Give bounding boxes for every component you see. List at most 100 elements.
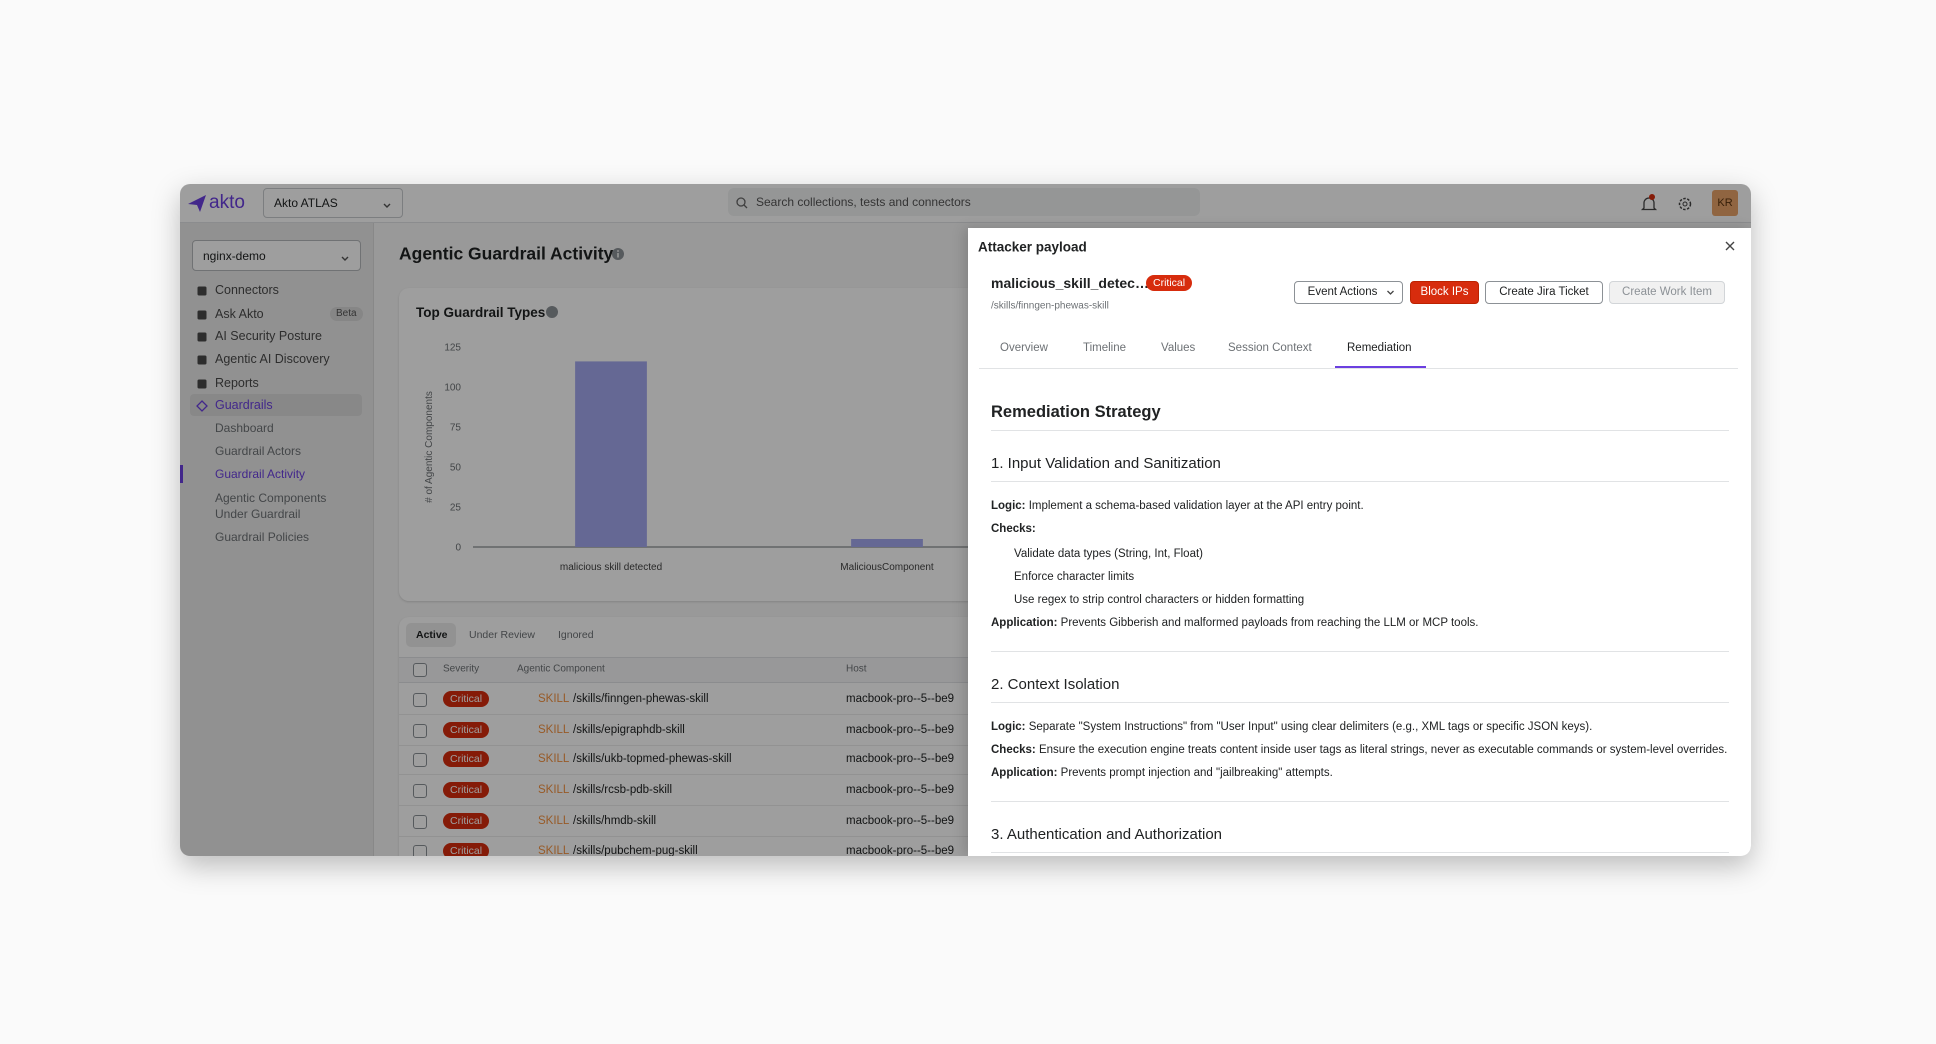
search-bar[interactable]: Search collections, tests and connectors	[728, 188, 1200, 216]
row-divider	[399, 745, 1039, 746]
tab-underline	[1335, 366, 1426, 368]
nav-icon-part	[197, 286, 207, 296]
subnav-item[interactable]: Guardrail Actors	[215, 444, 302, 458]
row-divider	[399, 774, 1039, 775]
table-tab[interactable]: Under Review	[469, 629, 535, 641]
remediation-item: Application: Prevents prompt injection a…	[991, 764, 1729, 782]
nav-icon-part	[197, 379, 207, 389]
host: macbook-pro--5--be9	[846, 815, 955, 827]
workspace-select[interactable]: Akto ATLAS	[263, 188, 403, 218]
subnav-item[interactable]: Guardrail Policies	[215, 530, 310, 544]
checkbox[interactable]	[413, 753, 427, 767]
app-window: akto Akto ATLAS Search collections, tests …	[180, 184, 1751, 856]
chevron-part	[383, 203, 391, 208]
item-text: Prevents Gibberish and malformed payload…	[1060, 617, 1479, 629]
nav-icon-part	[196, 400, 208, 412]
host: macbook-pro--5--be9	[846, 845, 955, 856]
host: macbook-pro--5--be9	[846, 693, 955, 705]
row-divider	[399, 714, 1039, 715]
subnav-item[interactable]: Dashboard	[215, 421, 274, 435]
remediation-item: Application: Prevents Gibberish and malf…	[991, 614, 1729, 632]
component-path[interactable]: /skills/finngen-phewas-skill	[573, 693, 709, 705]
logo-icon-part	[188, 195, 206, 212]
chart: Top Guardrail Types # of Agentic Componen…	[416, 305, 1025, 573]
logo-icon-part	[188, 195, 206, 212]
nav-icon	[196, 399, 208, 417]
host: macbook-pro--5--be9	[846, 753, 955, 765]
collection-select[interactable]: nginx-demo	[192, 240, 361, 271]
y-axis-label: # of Agentic Components	[424, 391, 435, 503]
component-path[interactable]: /skills/hmdb-skill	[573, 815, 657, 827]
nav-icon	[196, 308, 208, 326]
item-label: Checks:	[991, 523, 1036, 535]
table-tab[interactable]: Ignored	[558, 629, 594, 641]
nav-label: Guardrails	[215, 398, 273, 412]
drawer-title: Attacker payload	[978, 239, 1087, 255]
column-header: Severity	[443, 663, 480, 675]
drawer-tab[interactable]: Session Context	[1228, 342, 1312, 354]
host: macbook-pro--5--be9	[846, 784, 955, 796]
tab-divider	[979, 368, 1738, 369]
checkbox[interactable]	[413, 724, 427, 738]
notifications	[1640, 194, 1658, 219]
subnav-item[interactable]: Guardrail Activity	[215, 467, 306, 481]
subnav-item[interactable]: Agentic Components Under Guardrail	[215, 491, 327, 521]
info-icon	[546, 306, 558, 318]
component-path[interactable]: /skills/rcsb-pdb-skill	[573, 784, 673, 796]
component-path[interactable]: /skills/epigraphdb-skill	[573, 724, 685, 736]
drawer-tab[interactable]: Values	[1161, 342, 1196, 354]
chart-title: Top Guardrail Types	[416, 305, 545, 320]
y-tick-label: 75	[450, 423, 462, 434]
drawer-tab[interactable]: Timeline	[1083, 342, 1127, 354]
close-button[interactable]	[1724, 239, 1736, 257]
drawer: Attacker payload malicious_skill_detec… Cr…	[968, 228, 1751, 856]
item-text: Separate "System Instructions" from "Use…	[1028, 721, 1593, 733]
component-type: SKILL	[538, 693, 570, 705]
nav-item[interactable]: Guardrails	[190, 394, 362, 416]
item-label: Logic:	[991, 500, 1026, 512]
nav-item[interactable]: Reports	[190, 372, 362, 394]
component-path[interactable]: /skills/pubchem-pug-skill	[573, 845, 698, 856]
checkbox[interactable]	[413, 663, 427, 677]
action-button[interactable]: Block IPs	[1410, 281, 1479, 304]
collection-label: nginx-demo	[203, 249, 266, 263]
action-button[interactable]: Create Jira Ticket	[1485, 281, 1603, 304]
settings-part	[1682, 201, 1688, 207]
severity-badge: Critical	[443, 691, 490, 707]
avatar[interactable]: KR	[1712, 190, 1738, 216]
checkbox[interactable]	[413, 845, 427, 856]
button-label: Create Jira Ticket	[1499, 286, 1589, 298]
search-placeholder: Search collections, tests and connectors	[756, 195, 971, 209]
checkbox[interactable]	[413, 784, 427, 798]
drawer-tab[interactable]: Remediation	[1347, 342, 1412, 354]
nav-item[interactable]: AI Security Posture	[190, 325, 362, 347]
nav-label: Agentic AI Discovery	[215, 352, 330, 366]
nav-item[interactable]: Ask Akto Beta	[190, 303, 363, 326]
x-tick-label: MaliciousComponent	[840, 562, 934, 573]
action-button: Create Work Item	[1609, 281, 1725, 304]
active-indicator	[180, 465, 183, 483]
button-label: Create Work Item	[1622, 286, 1712, 298]
check-item: Validate data types (String, Int, Float)	[1014, 548, 1203, 560]
settings-part	[1678, 197, 1692, 211]
action-button[interactable]: Event Actions	[1294, 281, 1403, 304]
checkbox[interactable]	[413, 693, 427, 707]
table-tab[interactable]: Active	[416, 629, 448, 641]
main-content: Agentic Guardrail Activity Top Guardrail …	[374, 223, 1751, 856]
checkbox[interactable]	[413, 815, 427, 829]
nav-icon	[196, 284, 208, 302]
button-label: Block IPs	[1420, 286, 1469, 298]
nav-item[interactable]: Agentic AI Discovery	[190, 348, 362, 370]
search-icon-part	[736, 197, 746, 207]
nav-icon-part	[197, 310, 207, 320]
bar	[575, 361, 647, 547]
chart-card: Top Guardrail Types # of Agentic Componen…	[399, 288, 1039, 601]
nav-item[interactable]: Connectors	[190, 279, 362, 301]
info-icon-part	[612, 248, 624, 260]
drawer-tab[interactable]: Overview	[1000, 342, 1048, 354]
nav-icon	[196, 377, 208, 395]
component-path[interactable]: /skills/ukb-topmed-phewas-skill	[573, 753, 732, 765]
chevron-part	[1387, 290, 1394, 295]
button-label: Event Actions	[1307, 286, 1378, 298]
